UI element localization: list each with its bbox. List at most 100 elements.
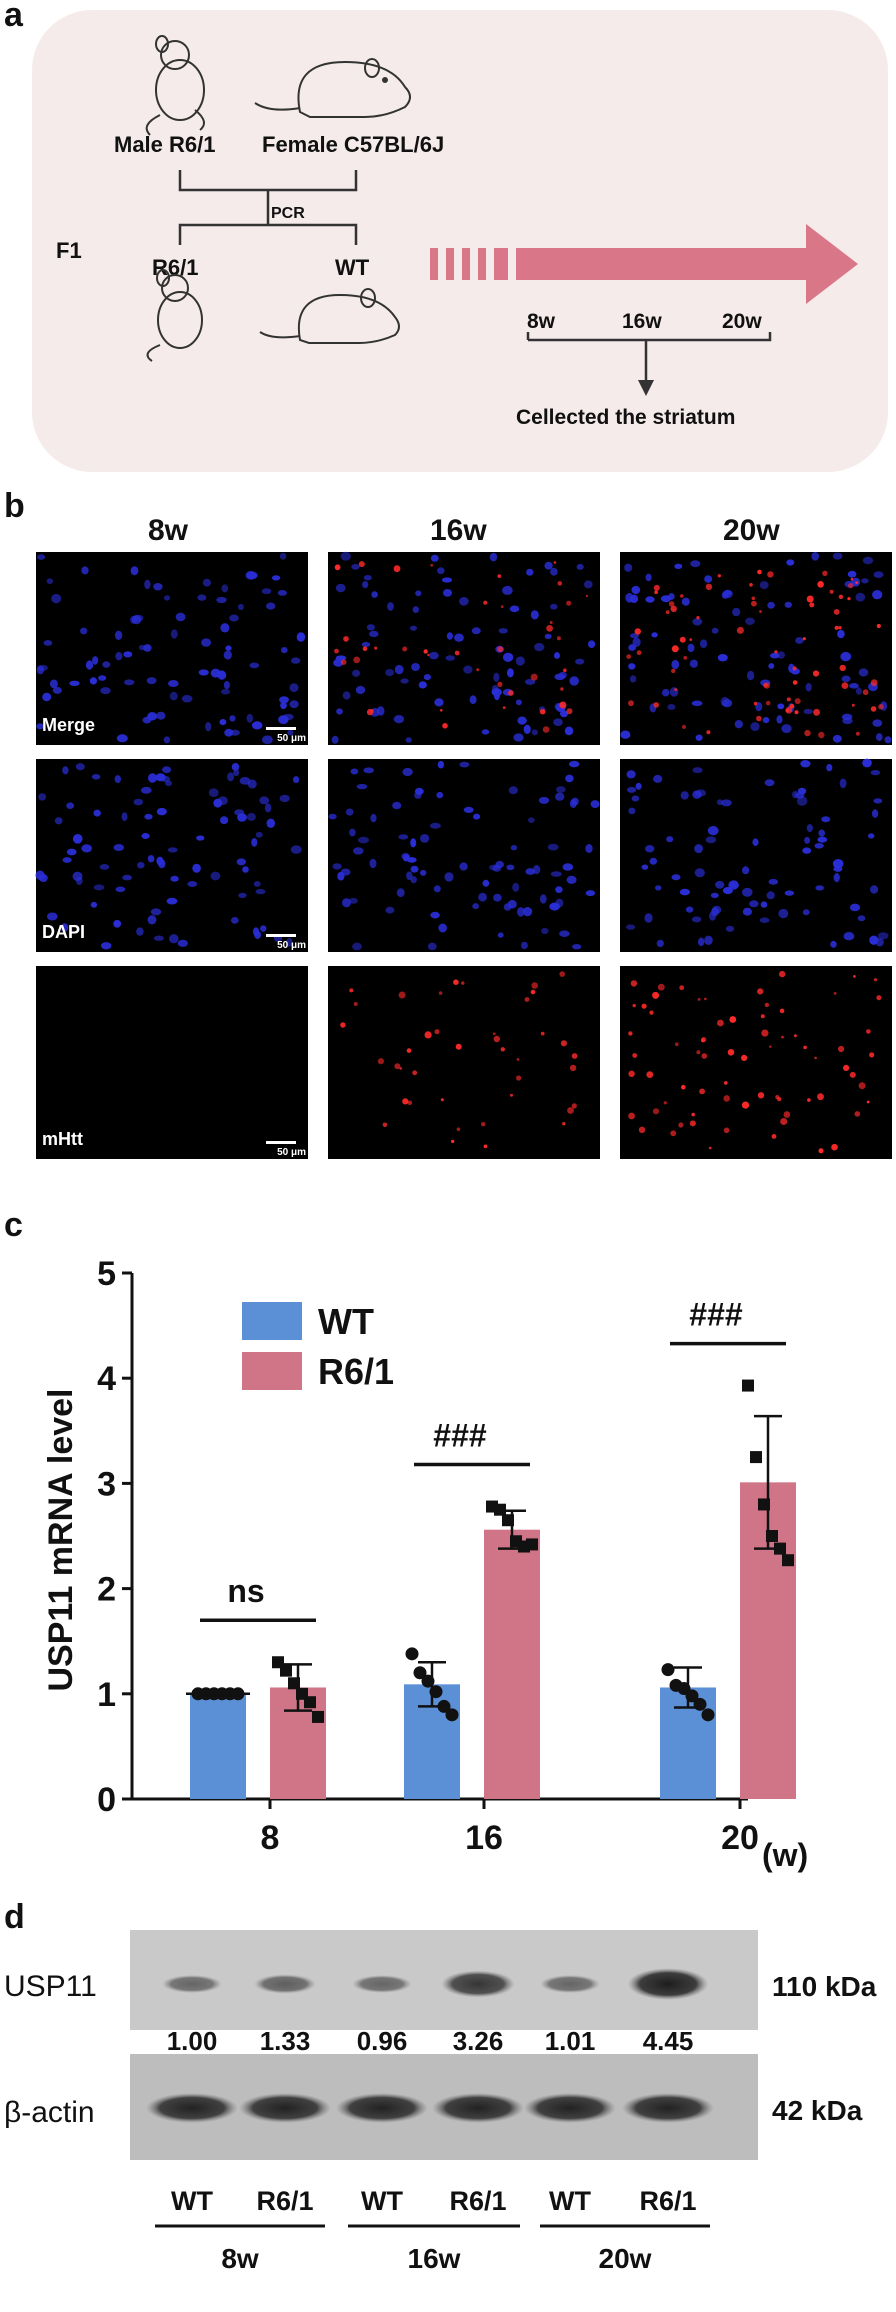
- nucleus-dot: [345, 808, 354, 816]
- mhtt-aggregate: [652, 1108, 660, 1115]
- nucleus-dot: [722, 699, 733, 708]
- usp11-band: [441, 1970, 515, 1998]
- nucleus-dot: [803, 708, 813, 715]
- nucleus-dot: [796, 796, 808, 806]
- mhtt-aggregate: [780, 1118, 788, 1125]
- usp11-band: [254, 1974, 316, 1994]
- nucleus-dot: [237, 603, 244, 611]
- scale-bar: [266, 1141, 296, 1144]
- nucleus-dot: [217, 796, 228, 806]
- nucleus-dot: [528, 817, 535, 823]
- nucleus-dot: [280, 701, 287, 710]
- nucleus-dot: [562, 863, 574, 871]
- mhtt-aggregate: [557, 581, 563, 586]
- quantification-value: 0.96: [357, 2026, 408, 2056]
- nucleus-dot: [255, 831, 263, 838]
- mhtt-aggregate: [442, 723, 448, 729]
- mhtt-aggregate: [358, 561, 365, 568]
- nucleus-dot: [689, 659, 699, 668]
- nucleus-dot: [862, 556, 874, 565]
- nucleus-dot: [291, 657, 301, 664]
- mhtt-aggregate: [453, 979, 459, 985]
- panel-b-letter: b: [4, 487, 25, 525]
- lane-label: WT: [549, 2186, 591, 2216]
- nucleus-dot: [430, 911, 440, 919]
- nucleus-dot: [175, 612, 186, 622]
- data-point: [502, 1514, 514, 1527]
- nucleus-dot: [840, 651, 852, 662]
- mhtt-aggregate: [839, 664, 846, 672]
- nucleus-dot: [162, 766, 172, 774]
- nucleus-dot: [872, 590, 883, 600]
- nucleus-dot: [140, 786, 152, 794]
- nucleus-dot: [260, 925, 267, 932]
- nucleus-dot: [752, 838, 759, 846]
- nucleus-dot: [777, 703, 785, 710]
- mhtt-aggregate: [483, 600, 488, 605]
- mhtt-aggregate: [377, 1058, 384, 1065]
- nucleus-dot: [497, 932, 504, 938]
- mhtt-aggregate: [636, 650, 642, 656]
- nucleus-dot: [167, 847, 178, 853]
- row-label-merge: Merge: [42, 715, 95, 735]
- nucleus-dot: [870, 885, 879, 894]
- nucleus-dot: [393, 715, 405, 724]
- nucleus-dot: [286, 937, 293, 947]
- nucleus-dot: [369, 858, 377, 869]
- mhtt-aggregate: [632, 1053, 638, 1058]
- nucleus-dot: [328, 813, 337, 820]
- micrograph-mhtt-16w: [328, 966, 600, 1159]
- female-label: Female C57BL/6J: [262, 132, 444, 157]
- mhtt-aggregate: [493, 1035, 500, 1043]
- nucleus-dot: [281, 647, 288, 654]
- nucleus-dot: [227, 772, 235, 782]
- nucleus-dot: [734, 720, 743, 729]
- nucleus-dot: [251, 838, 258, 847]
- nucleus-dot: [115, 652, 123, 661]
- nucleus-dot: [644, 913, 653, 923]
- nucleus-dot: [482, 879, 490, 887]
- mhtt-aggregate: [653, 702, 659, 708]
- significance-label: ###: [433, 1418, 487, 1454]
- mhtt-aggregate: [764, 1002, 770, 1008]
- nucleus-dot: [632, 637, 641, 647]
- nucleus-dot: [444, 872, 454, 882]
- lane-label: R6/1: [256, 2186, 313, 2216]
- group-label: 8w: [221, 2243, 259, 2274]
- nucleus-dot: [509, 605, 520, 613]
- nucleus-dot: [441, 577, 453, 583]
- mhtt-aggregate: [777, 1097, 782, 1102]
- mhtt-aggregate: [767, 571, 774, 578]
- mhtt-aggregate: [866, 1100, 870, 1104]
- nucleus-dot: [238, 892, 247, 899]
- mhtt-aggregate: [849, 1071, 856, 1078]
- data-point: [413, 1666, 427, 1680]
- nucleus-dot: [150, 908, 162, 916]
- nucleus-dot: [225, 645, 232, 651]
- nucleus-dot: [833, 873, 840, 882]
- nucleus-dot: [473, 813, 481, 820]
- nucleus-dot: [201, 638, 212, 647]
- nucleus-dot: [624, 563, 633, 572]
- data-point: [288, 1677, 300, 1690]
- usp11-band: [539, 1974, 601, 1994]
- mhtt-aggregate: [818, 1148, 824, 1154]
- nucleus-dot: [229, 715, 236, 722]
- mhtt-aggregate: [451, 1139, 455, 1144]
- offspring-bracket: [178, 223, 358, 245]
- mhtt-aggregate: [704, 997, 707, 1001]
- nucleus-dot: [98, 675, 107, 681]
- nucleus-dot: [832, 552, 843, 560]
- nucleus-dot: [560, 710, 568, 718]
- mhtt-aggregate: [438, 991, 443, 995]
- mhtt-aggregate: [683, 656, 688, 660]
- nucleus-dot: [237, 813, 247, 822]
- data-point: [685, 1689, 699, 1703]
- nucleus-dot: [556, 786, 566, 793]
- nucleus-dot: [645, 573, 652, 582]
- mhtt-aggregate: [500, 1047, 505, 1052]
- nucleus-dot: [266, 818, 276, 828]
- mhtt-aggregate: [834, 625, 839, 630]
- mhtt-aggregate: [838, 594, 844, 599]
- micrograph-background: [328, 966, 600, 1159]
